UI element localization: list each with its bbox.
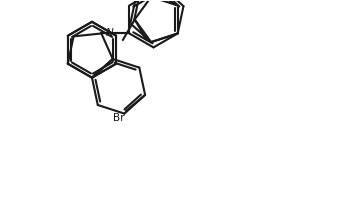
- Text: N: N: [106, 28, 113, 38]
- Text: Br: Br: [113, 113, 124, 123]
